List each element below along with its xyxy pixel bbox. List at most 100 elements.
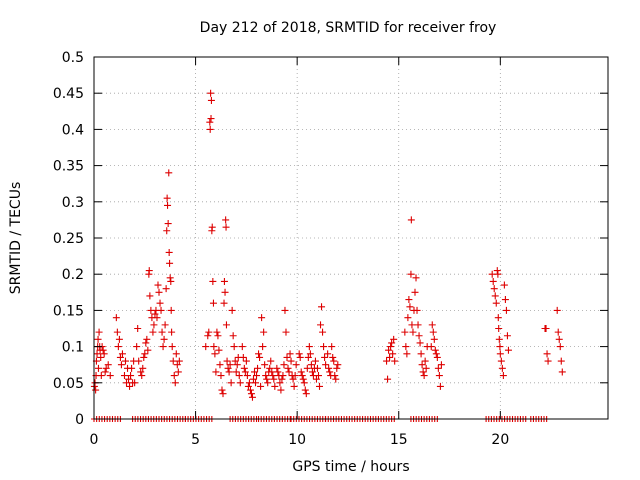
data-point	[95, 328, 103, 336]
data-point	[165, 248, 173, 256]
data-point	[489, 277, 497, 285]
data-point	[422, 364, 430, 372]
data-point	[209, 277, 217, 285]
data-point	[318, 303, 326, 311]
data-point	[557, 357, 565, 365]
data-point	[332, 375, 340, 383]
data-point	[239, 353, 247, 361]
data-point	[156, 299, 164, 307]
data-point	[500, 281, 508, 289]
data-point	[303, 364, 311, 372]
data-point	[383, 357, 391, 365]
data-point	[405, 296, 413, 304]
data-point	[246, 386, 254, 394]
data-point	[300, 379, 308, 387]
data-point	[221, 288, 229, 296]
data-point	[167, 277, 175, 285]
data-point	[316, 382, 324, 390]
data-point	[278, 375, 286, 383]
data-point	[430, 335, 438, 343]
data-point	[214, 332, 222, 340]
data-point	[317, 321, 325, 329]
data-point	[207, 115, 215, 123]
data-point	[243, 372, 251, 380]
data-point	[123, 379, 131, 387]
data-point	[144, 346, 152, 354]
data-point	[268, 368, 276, 376]
axis-ticks: 0 0.05 0.1 0.15 0.2 0.25 0.3 0.35 0.4 0.45 0.5 0 5 10…	[53, 50, 608, 448]
data-point	[432, 350, 440, 358]
y-tick-label: 0.3	[62, 195, 84, 211]
data-point	[295, 350, 303, 358]
data-point	[413, 306, 421, 314]
data-point	[168, 343, 176, 351]
data-point	[403, 350, 411, 358]
data-point	[260, 328, 268, 336]
data-point	[384, 375, 392, 383]
data-point	[299, 375, 307, 383]
data-point	[496, 350, 504, 358]
data-point	[146, 292, 154, 300]
data-point	[134, 325, 142, 332]
data-point	[226, 361, 234, 369]
data-point	[215, 346, 223, 354]
data-point	[230, 343, 238, 351]
data-point	[175, 357, 183, 365]
data-point	[163, 227, 171, 235]
y-tick-label: 0.1	[62, 340, 84, 356]
data-point	[154, 281, 162, 289]
data-point	[431, 346, 439, 354]
data-point	[207, 89, 215, 97]
data-point	[171, 379, 179, 387]
data-point	[248, 393, 256, 401]
data-point	[242, 357, 250, 365]
data-point	[435, 372, 443, 380]
data-point	[206, 118, 214, 126]
data-point	[414, 321, 422, 329]
data-point	[407, 216, 415, 224]
data-point	[211, 350, 219, 358]
y-tick-label: 0.5	[62, 50, 84, 66]
data-point	[499, 372, 507, 380]
data-point	[113, 328, 121, 336]
data-point	[222, 223, 230, 231]
data-point	[224, 364, 232, 372]
data-point	[212, 368, 220, 376]
data-point	[296, 353, 304, 361]
data-point	[320, 343, 328, 351]
data-point	[244, 382, 252, 390]
data-point	[233, 361, 241, 369]
data-point	[253, 372, 261, 380]
y-tick-label: 0	[75, 412, 84, 428]
data-point	[238, 343, 246, 351]
data-point	[125, 375, 133, 383]
data-point	[101, 368, 109, 376]
data-point	[291, 372, 299, 380]
data-point	[255, 350, 263, 358]
data-point	[271, 382, 279, 390]
data-point	[421, 357, 429, 365]
data-point	[241, 368, 249, 376]
data-point	[133, 343, 141, 351]
data-point	[92, 386, 100, 394]
data-point	[168, 328, 176, 336]
data-point	[161, 321, 169, 329]
data-point	[298, 372, 306, 380]
data-point	[307, 361, 315, 369]
data-point	[289, 375, 297, 383]
data-point	[419, 368, 427, 376]
data-point	[553, 306, 561, 314]
data-point	[138, 372, 146, 380]
data-point	[402, 343, 410, 351]
data-point	[157, 306, 165, 314]
data-point	[412, 274, 420, 282]
data-point	[415, 332, 423, 340]
data-point	[287, 357, 295, 365]
grid-lines	[94, 57, 608, 419]
data-point	[313, 364, 321, 372]
data-point	[306, 350, 314, 358]
data-point	[321, 353, 329, 361]
data-point	[319, 328, 327, 336]
data-point	[277, 386, 285, 394]
data-point	[164, 201, 172, 209]
